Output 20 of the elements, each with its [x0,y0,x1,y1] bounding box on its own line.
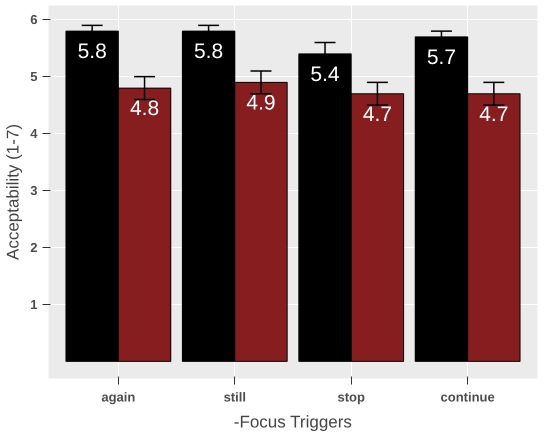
data-label: 5.8 [194,40,224,64]
data-label: 4.7 [479,102,508,126]
data-label: 4.8 [130,97,160,120]
x-tick-label: continue [440,390,495,404]
x-tick-label: stop [337,390,365,404]
y-tick-label: 1 [30,296,38,312]
data-label: 5.7 [426,46,456,69]
y-axis-title: Acceptability (1-7) [3,124,22,260]
data-label: 5.8 [78,40,107,64]
x-tick-label: still [224,390,246,404]
y-tick-label: 3 [30,183,38,198]
x-axis-title: -Focus Triggers [234,412,352,432]
y-tick-label: 4 [30,126,38,142]
x-tick-label: again [101,390,136,404]
y-tick-label: 5 [30,69,38,84]
data-label: 4.9 [246,91,276,114]
y-tick-label: 2 [30,240,38,256]
data-label: 4.7 [362,102,392,126]
y-tick-label: 6 [30,12,38,28]
data-label: 5.4 [310,62,340,86]
